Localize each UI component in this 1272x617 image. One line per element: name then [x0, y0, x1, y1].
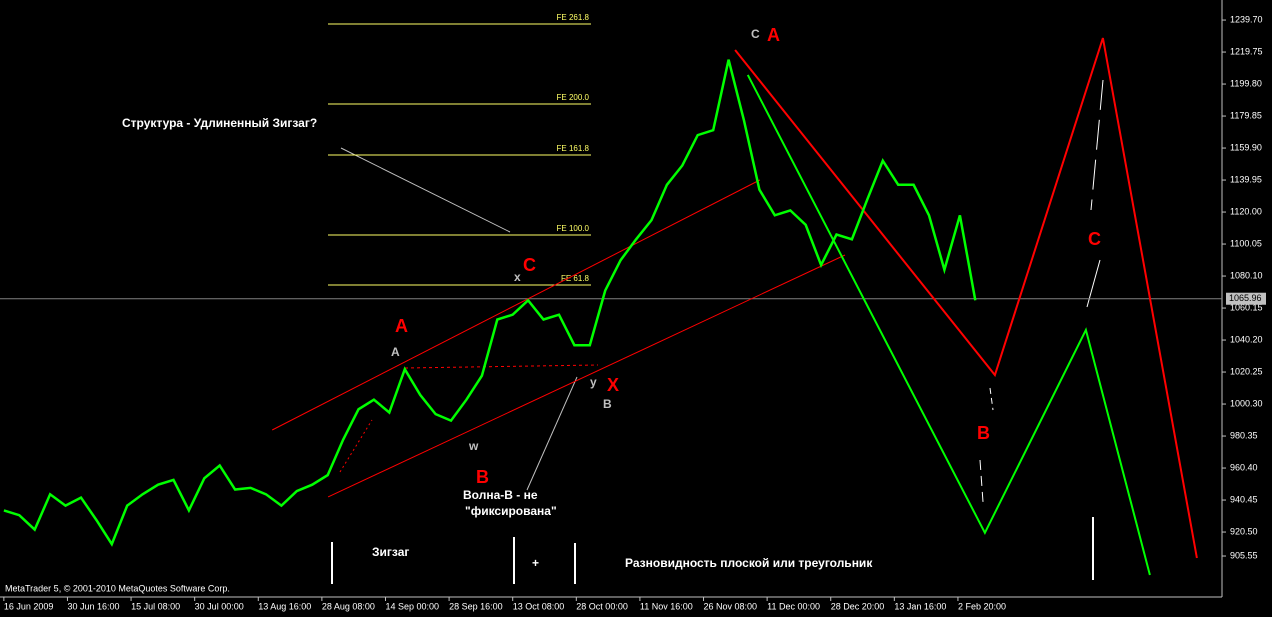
x-tick-label: 2 Feb 20:00: [958, 601, 1006, 611]
y-tick-label: 1139.95: [1230, 174, 1262, 184]
annotation: Структура - Удлиненный Зигзаг?: [122, 116, 317, 130]
x-tick-label: 15 Jul 08:00: [131, 601, 180, 611]
y-tick-label: 960.40: [1230, 462, 1258, 472]
dashed-line: [339, 419, 373, 473]
dashed-line: [989, 387, 994, 411]
y-tick-label: 1239.70: [1230, 14, 1263, 24]
x-tick-label: 16 Jun 2009: [4, 601, 54, 611]
x-tick-label: 13 Aug 16:00: [258, 601, 311, 611]
x-tick-label: 14 Sep 00:00: [385, 601, 439, 611]
wave-label: C: [751, 27, 760, 41]
y-tick-label: 1179.85: [1230, 110, 1262, 120]
drawing: [271, 179, 761, 431]
x-tick-label: 30 Jul 00:00: [195, 601, 244, 611]
current-price-box: [1226, 292, 1266, 305]
x-tick-label: 28 Aug 08:00: [322, 601, 375, 611]
dashed-line: [1090, 79, 1104, 211]
annotation: +: [532, 556, 539, 570]
y-tick-label: 1100.05: [1230, 238, 1262, 248]
x-tick-label: 30 Jun 16:00: [67, 601, 119, 611]
wave-label: w: [468, 439, 479, 453]
y-tick-label: 1120.00: [1230, 206, 1262, 216]
wave-label: y: [590, 375, 597, 389]
wave-label: C: [523, 255, 536, 275]
y-tick-label: 1199.80: [1230, 78, 1262, 88]
x-tick-label: 13 Jan 16:00: [894, 601, 946, 611]
drawing: [734, 37, 1198, 559]
fib-label: FE 100.0: [557, 224, 590, 233]
pointer-line: [340, 147, 511, 233]
x-tick-label: 11 Dec 00:00: [767, 601, 820, 611]
pointer-line: [526, 376, 578, 491]
y-tick-label: 940.45: [1230, 494, 1258, 504]
fib-label: FE 161.8: [557, 144, 590, 153]
x-tick-label: 28 Dec 20:00: [831, 601, 885, 611]
dashed-line: [979, 459, 984, 503]
wave-label: B: [977, 423, 990, 443]
wave-label: A: [395, 316, 408, 336]
annotation: Зигзаг: [372, 545, 409, 559]
drawing: [746, 74, 1151, 576]
y-tick-label: 920.50: [1230, 526, 1258, 536]
annotation: Волна-В - не: [463, 488, 538, 502]
wave-label: B: [603, 397, 612, 411]
watermark: MetaTrader 5, © 2001-2010 MetaQuotes Sof…: [5, 583, 230, 593]
wave-label: A: [767, 25, 780, 45]
wave-label: B: [476, 467, 489, 487]
y-tick-label: 1040.20: [1230, 334, 1263, 344]
y-tick-label: 1219.75: [1230, 46, 1263, 56]
x-tick-label: 26 Nov 08:00: [704, 601, 758, 611]
fib-label: FE 261.8: [557, 13, 590, 22]
wave-label: x: [514, 270, 521, 284]
wave-label: X: [607, 375, 619, 395]
fib-label: FE 200.0: [557, 93, 590, 102]
annotation: Разновидность плоской или треугольник: [625, 556, 873, 570]
dashed-line: [404, 364, 599, 369]
y-tick-label: 1080.10: [1230, 270, 1263, 280]
x-tick-label: 28 Sep 16:00: [449, 601, 503, 611]
x-tick-label: 11 Nov 16:00: [640, 601, 693, 611]
drawing: [327, 254, 846, 498]
y-tick-label: 1060.15: [1230, 302, 1263, 312]
y-tick-label: 1000.30: [1230, 398, 1263, 408]
price-line: [3, 59, 977, 547]
annotation: "фиксирована": [465, 504, 557, 518]
fib-label: FE 61.8: [561, 274, 590, 283]
current-price-label: 1065.96: [1229, 293, 1262, 303]
y-tick-label: 1020.25: [1230, 366, 1263, 376]
wave-label: A: [391, 345, 400, 359]
y-tick-label: 905.55: [1230, 550, 1258, 560]
y-tick-label: 980.35: [1230, 430, 1258, 440]
x-tick-label: 13 Oct 08:00: [513, 601, 565, 611]
y-tick-label: 1159.90: [1230, 142, 1262, 152]
x-tick-label: 28 Oct 00:00: [576, 601, 628, 611]
wave-label: C: [1088, 229, 1101, 249]
